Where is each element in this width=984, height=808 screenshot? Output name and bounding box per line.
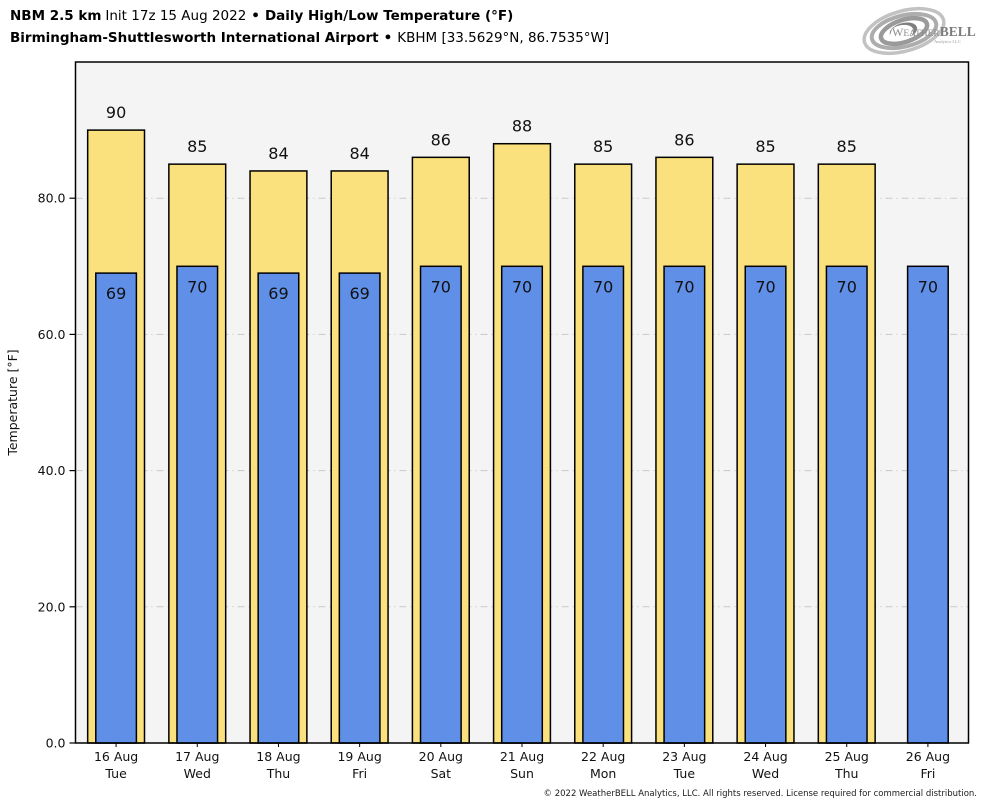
y-tick-label: 40.0 bbox=[38, 463, 66, 478]
low-value-label: 70 bbox=[755, 277, 775, 296]
high-value-label: 86 bbox=[674, 130, 694, 149]
high-value-label: 85 bbox=[837, 137, 857, 156]
x-tick-weekday-label: Wed bbox=[752, 766, 779, 781]
x-tick-date-label: 18 Aug bbox=[256, 749, 300, 764]
x-tick-weekday-label: Wed bbox=[184, 766, 211, 781]
y-axis-title: Temperature [°F] bbox=[5, 349, 20, 456]
y-tick-label: 20.0 bbox=[38, 599, 66, 614]
product-name: Daily High/Low Temperature (°F) bbox=[264, 8, 514, 24]
x-tick-date-label: 17 Aug bbox=[175, 749, 219, 764]
hurricane-swirl-icon bbox=[862, 6, 946, 56]
low-value-label: 70 bbox=[431, 277, 451, 296]
x-tick-weekday-label: Tue bbox=[104, 766, 127, 781]
station-meta: KBHM [33.5629°N, 86.7535°W] bbox=[397, 30, 610, 46]
x-tick-date-label: 26 Aug bbox=[906, 749, 950, 764]
temperature-bar-chart: 90 69 16 Aug Tue 85 70 17 Aug Wed 84 69 18 Aug Thu 8… bbox=[5, 61, 970, 781]
x-tick-date-label: 20 Aug bbox=[419, 749, 463, 764]
x-tick-weekday-label: Fri bbox=[920, 766, 935, 781]
high-value-label: 86 bbox=[431, 130, 451, 149]
low-value-label: 70 bbox=[837, 277, 857, 296]
x-tick-date-label: 16 Aug bbox=[94, 749, 138, 764]
low-bar bbox=[95, 272, 138, 744]
low-value-label: 70 bbox=[593, 277, 613, 296]
low-value-label: 69 bbox=[106, 284, 126, 303]
low-bar bbox=[257, 272, 300, 744]
high-value-label: 84 bbox=[268, 144, 288, 163]
low-value-label: 70 bbox=[918, 277, 938, 296]
high-value-label: 85 bbox=[593, 137, 613, 156]
init-time: Init 17z 15 Aug 2022 bbox=[105, 8, 247, 24]
logo-subtext: Analytics LLC bbox=[934, 39, 961, 44]
x-tick-weekday-label: Mon bbox=[590, 766, 616, 781]
x-tick-weekday-label: Thu bbox=[266, 766, 290, 781]
low-value-label: 70 bbox=[674, 277, 694, 296]
low-bar bbox=[825, 265, 868, 744]
x-tick-date-label: 23 Aug bbox=[662, 749, 706, 764]
x-tick-date-label: 24 Aug bbox=[743, 749, 787, 764]
low-value-label: 70 bbox=[512, 277, 532, 296]
y-tick-label: 0.0 bbox=[46, 736, 66, 751]
title-separator: • bbox=[251, 8, 260, 24]
high-value-label: 85 bbox=[187, 137, 207, 156]
station-line: Birmingham-Shuttlesworth International A… bbox=[10, 27, 609, 49]
high-value-label: 85 bbox=[755, 137, 775, 156]
low-value-label: 69 bbox=[268, 284, 288, 303]
weatherbell-logo: WEATHERBELL Analytics LLC bbox=[862, 6, 976, 56]
logo-bell-text: BELL bbox=[940, 24, 976, 39]
low-bar bbox=[500, 265, 544, 744]
x-tick-weekday-label: Sat bbox=[431, 766, 452, 781]
low-bar bbox=[744, 265, 787, 744]
y-tick-label: 80.0 bbox=[38, 191, 66, 206]
high-value-label: 88 bbox=[512, 117, 532, 136]
low-bar bbox=[338, 272, 381, 744]
x-tick-weekday-label: Thu bbox=[834, 766, 858, 781]
x-tick-weekday-label: Tue bbox=[673, 766, 696, 781]
model-name: NBM 2.5 km bbox=[10, 8, 102, 24]
station-name: Birmingham-Shuttlesworth International A… bbox=[10, 30, 379, 46]
x-tick-date-label: 25 Aug bbox=[825, 749, 869, 764]
x-tick-date-label: 21 Aug bbox=[500, 749, 544, 764]
copyright-notice: © 2022 WeatherBELL Analytics, LLC. All r… bbox=[543, 789, 977, 799]
low-value-label: 70 bbox=[187, 277, 207, 296]
chart-header: NBM 2.5 km Init 17z 15 Aug 2022 • Daily Hig… bbox=[10, 5, 609, 49]
low-bar bbox=[906, 265, 949, 744]
x-tick-date-label: 22 Aug bbox=[581, 749, 625, 764]
y-tick-label: 60.0 bbox=[38, 327, 66, 342]
low-value-label: 69 bbox=[349, 284, 369, 303]
logo-wordmark: WEATHERBELL bbox=[892, 24, 976, 39]
low-bar bbox=[582, 265, 625, 744]
low-bar bbox=[176, 265, 219, 744]
x-tick-date-label: 19 Aug bbox=[337, 749, 381, 764]
plot-border bbox=[74, 61, 970, 744]
x-tick-weekday-label: Fri bbox=[352, 766, 367, 781]
high-value-label: 84 bbox=[349, 144, 369, 163]
x-tick-weekday-label: Sun bbox=[510, 766, 534, 781]
chart-title-line: NBM 2.5 km Init 17z 15 Aug 2022 • Daily Hig… bbox=[10, 5, 609, 27]
low-bar bbox=[663, 265, 706, 744]
logo-weather-text: W bbox=[892, 25, 904, 39]
station-separator: • bbox=[383, 30, 393, 46]
high-value-label: 90 bbox=[106, 103, 126, 122]
low-bar bbox=[419, 265, 462, 744]
